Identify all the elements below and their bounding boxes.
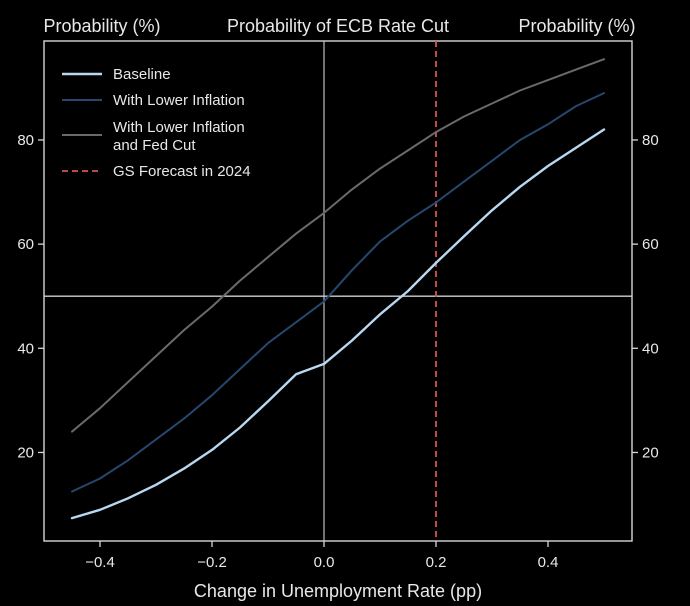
axis-ticks: −0.4 −0.2 0.0 0.2 0.4 20 20 40 40 60 60 80 80 — [17, 132, 658, 571]
y-tick-label-right: 40 — [642, 340, 659, 357]
legend-label-lower-inflation: With Lower Inflation — [113, 92, 245, 109]
x-tick-label: 0.0 — [314, 554, 335, 571]
legend-label-gs-forecast: GS Forecast in 2024 — [113, 163, 251, 180]
x-tick-label: 0.4 — [538, 554, 559, 571]
y-tick-label-right: 80 — [642, 132, 659, 149]
x-axis-title: Change in Unemployment Rate (pp) — [194, 581, 482, 601]
legend: Baseline With Lower Inflation With Lower… — [62, 66, 251, 180]
x-tick-label: 0.2 — [426, 554, 447, 571]
series-line-1 — [71, 92, 605, 493]
y-tick-label-left: 40 — [17, 340, 34, 357]
right-axis-title: Probability (%) — [518, 16, 635, 36]
y-tick-label-right: 60 — [642, 236, 659, 253]
legend-label-lower-inflation-fed-cut-line2: and Fed Cut — [113, 137, 196, 154]
left-axis-title: Probability (%) — [43, 16, 160, 36]
reference-lines — [44, 41, 632, 541]
y-tick-label-left: 60 — [17, 236, 34, 253]
series-line-2 — [71, 58, 605, 433]
series-line-0 — [70, 128, 606, 520]
x-tick-label: −0.2 — [197, 554, 227, 571]
series-lines — [70, 58, 606, 520]
x-tick-label: −0.4 — [85, 554, 115, 571]
chart-title: Probability of ECB Rate Cut — [227, 16, 449, 36]
y-tick-label-left: 20 — [17, 444, 34, 461]
legend-label-baseline: Baseline — [113, 66, 171, 83]
y-tick-label-left: 80 — [17, 132, 34, 149]
y-tick-label-right: 20 — [642, 444, 659, 461]
plot-frame — [43, 40, 633, 542]
legend-label-lower-inflation-fed-cut-line1: With Lower Inflation — [113, 119, 245, 136]
